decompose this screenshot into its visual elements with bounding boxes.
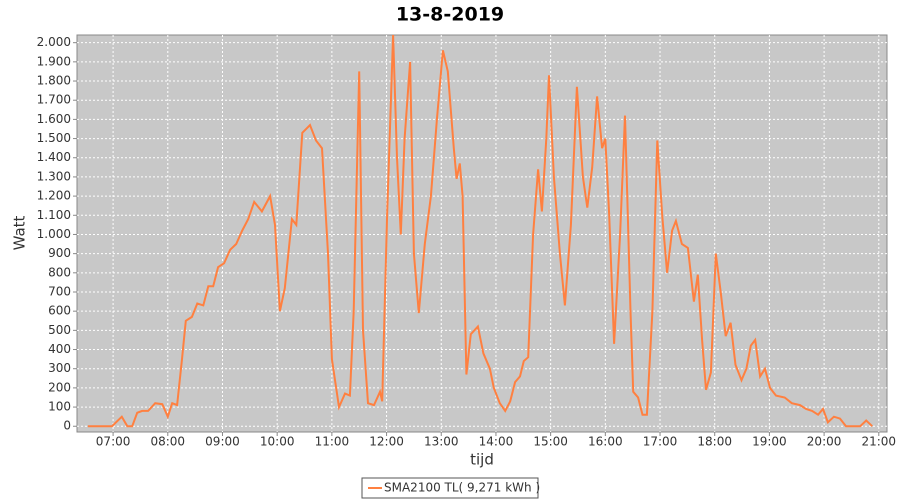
y-tick-label: 1.000 xyxy=(37,227,71,241)
x-tick-label: 14:00 xyxy=(479,435,514,449)
plot-area xyxy=(76,34,888,433)
y-tick-label: 700 xyxy=(48,284,71,298)
chart-title: 13-8-2019 xyxy=(396,4,504,26)
x-tick-label: 15:00 xyxy=(533,435,568,449)
x-tick-label: 12:00 xyxy=(369,435,404,449)
y-tick-label: 1.800 xyxy=(37,74,71,88)
x-tick-label: 20:00 xyxy=(807,435,842,449)
y-tick-label: 400 xyxy=(48,342,71,356)
legend-box xyxy=(361,477,539,499)
y-tick-label: 1.200 xyxy=(37,189,71,203)
y-tick-label: 500 xyxy=(48,323,71,337)
y-tick-label: 1.700 xyxy=(37,93,71,107)
x-tick-label: 18:00 xyxy=(697,435,732,449)
y-tick-label: 1.900 xyxy=(37,54,71,68)
legend: SMA2100 TL( 9,271 kWh ) xyxy=(361,477,540,499)
y-tick-label: 1.600 xyxy=(37,112,71,126)
x-tick-label: 10:00 xyxy=(260,435,295,449)
y-axis-label: Watt xyxy=(11,215,29,250)
x-tick-label: 13:00 xyxy=(424,435,459,449)
y-tick-label: 1.500 xyxy=(37,131,71,145)
x-tick-label: 21:00 xyxy=(861,435,896,449)
y-tick-label: 1.400 xyxy=(37,150,71,164)
x-tick-label: 08:00 xyxy=(150,435,185,449)
x-axis-label: tijd xyxy=(470,451,494,469)
y-tick-label: 600 xyxy=(48,304,71,318)
x-tick-label: 17:00 xyxy=(643,435,678,449)
legend-label: SMA2100 TL( 9,271 kWh ) xyxy=(384,481,540,495)
x-tick-label: 19:00 xyxy=(752,435,787,449)
x-tick-label: 09:00 xyxy=(205,435,240,449)
y-tick-label: 200 xyxy=(48,380,71,394)
x-tick-label: 07:00 xyxy=(96,435,131,449)
y-tick-label: 1.100 xyxy=(37,208,71,222)
x-tick-label: 16:00 xyxy=(588,435,623,449)
y-tick-label: 2.000 xyxy=(37,35,71,49)
x-tick-label: 11:00 xyxy=(315,435,350,449)
y-tick-label: 100 xyxy=(48,400,71,414)
y-tick-label: 800 xyxy=(48,265,71,279)
data-line xyxy=(87,34,873,428)
y-tick-label: 0 xyxy=(63,419,71,433)
y-tick-label: 900 xyxy=(48,246,71,260)
y-tick-label: 1.300 xyxy=(37,169,71,183)
y-tick-label: 300 xyxy=(48,361,71,375)
